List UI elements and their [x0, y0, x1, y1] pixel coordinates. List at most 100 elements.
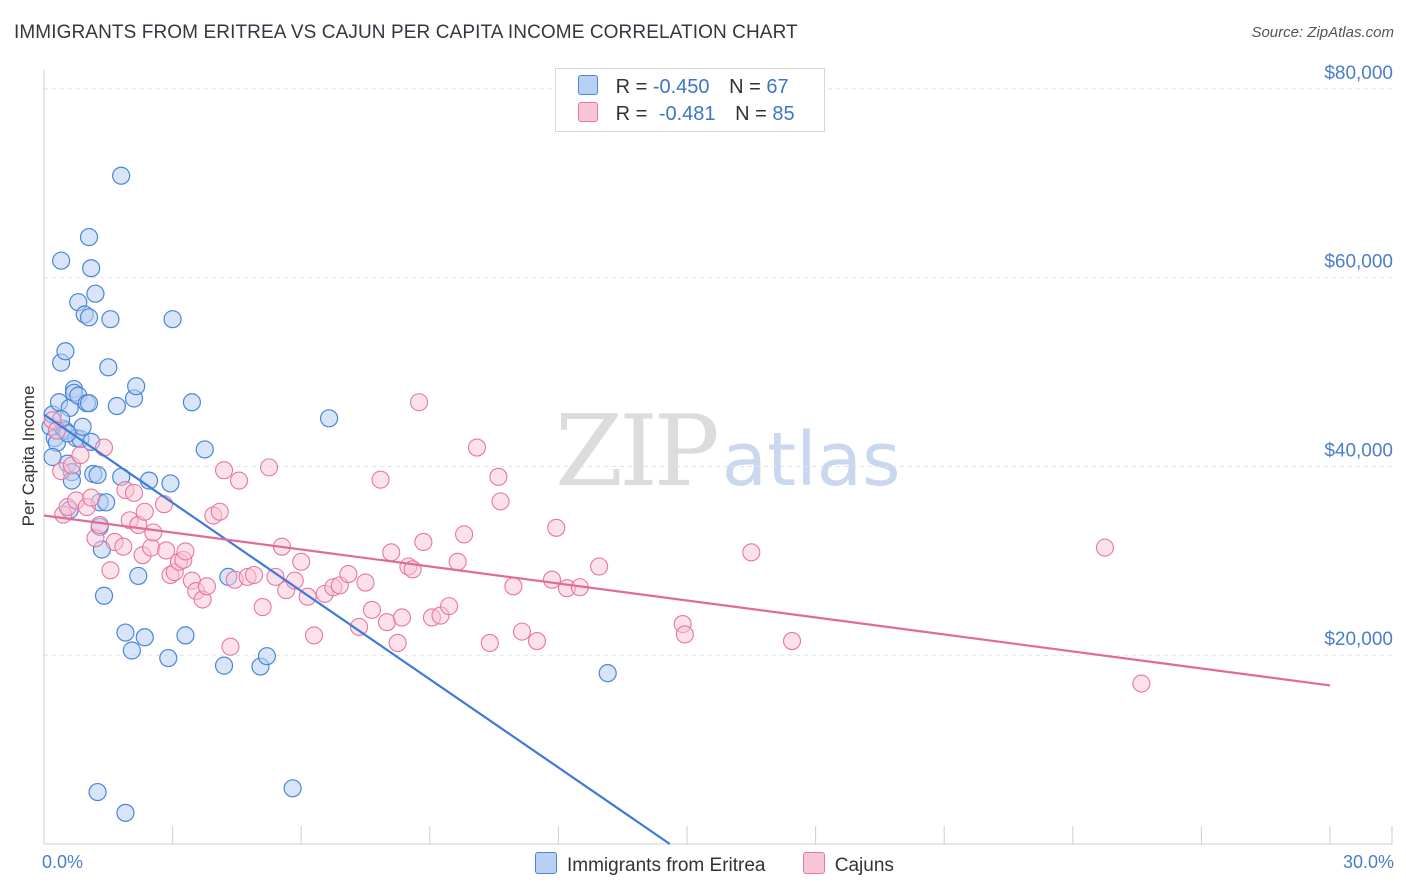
legend-r-label: R =	[615, 103, 648, 125]
legend-n-label: N =	[729, 76, 761, 98]
eritrea-point	[79, 308, 99, 327]
cajun-point	[266, 567, 285, 586]
eritrea-point	[73, 417, 92, 436]
legend-n-value: 85	[772, 103, 795, 125]
axis-layer	[43, 70, 1393, 845]
eritrea-point	[195, 440, 214, 459]
cajun-point	[377, 613, 396, 632]
legend-row-eritrea: R = -0.450 N = 67	[578, 75, 789, 101]
eritrea-point	[79, 227, 99, 247]
y-tick-label: $60,000	[1324, 252, 1393, 273]
cajun-point	[392, 608, 411, 627]
eritrea-point	[182, 393, 201, 412]
cajun-point	[371, 470, 390, 489]
cajun-point	[244, 565, 264, 585]
cajun-point	[214, 461, 234, 480]
eritrea-point	[214, 656, 234, 675]
eritrea-point	[129, 566, 148, 586]
cajun-point	[1095, 538, 1114, 557]
x-tick-label-min: 0.0%	[42, 852, 84, 872]
y-tick-label: $20,000	[1324, 629, 1393, 650]
chart-title: IMMIGRANTS FROM ERITREA VS CAJUN PER CAP…	[14, 22, 798, 43]
eritrea-point	[257, 647, 277, 666]
eritrea-point	[176, 626, 195, 645]
cajun-point	[305, 626, 324, 645]
bottom-legend-label: Cajuns	[834, 855, 894, 876]
cajun-trendline	[43, 514, 1331, 687]
legend-n-value: 67	[766, 76, 789, 98]
cajun-point	[221, 637, 240, 656]
eritrea-point	[88, 465, 107, 485]
eritrea-point	[94, 586, 114, 605]
eritrea-point	[127, 377, 146, 396]
cajun-point	[94, 438, 114, 457]
eritrea-point	[159, 648, 178, 668]
cajun-point	[71, 446, 90, 465]
y-tick-label: $80,000	[1324, 63, 1393, 84]
cajun-point	[114, 537, 133, 556]
legend-n-label: N =	[735, 103, 767, 125]
stats-legend: R = -0.450 N = 67 R = -0.481 N = 85	[555, 68, 825, 132]
eritrea-point	[86, 284, 105, 303]
bottom-legend: Immigrants from Eritrea Cajuns	[535, 852, 926, 877]
chart-source: Source: ZipAtlas.com	[1251, 24, 1394, 41]
cajun-point	[382, 543, 401, 562]
cajun-point	[142, 538, 161, 557]
cajun-point	[527, 632, 547, 651]
cajun-point	[339, 564, 358, 584]
eritrea-point	[43, 447, 62, 467]
cajun-point	[742, 543, 761, 562]
bottom-legend-swatch-cajun	[802, 852, 825, 874]
trendlines	[43, 413, 1331, 845]
watermark: ZIPatlas	[555, 395, 901, 509]
bottom-legend-cajun: Cajuns	[802, 852, 894, 877]
cajun-point	[356, 573, 375, 592]
eritrea-point	[116, 623, 135, 642]
eritrea-point	[283, 779, 302, 798]
cajun-point	[590, 557, 609, 576]
bottom-legend-label: Immigrants from Eritrea	[567, 855, 766, 876]
legend-r-label: R =	[615, 76, 648, 98]
cajun-point	[90, 515, 109, 535]
eritrea-point	[107, 396, 126, 416]
cajun-point	[467, 438, 487, 457]
cajun-point	[176, 542, 195, 561]
cajun-point	[448, 552, 467, 571]
legend-swatch-eritrea	[578, 75, 598, 95]
cajun-point	[259, 458, 279, 477]
eritrea-point	[319, 409, 339, 428]
bottom-legend-swatch-eritrea	[535, 852, 557, 874]
legend-r-value: -0.450	[652, 76, 710, 98]
cajun-point	[440, 597, 459, 616]
cajun-point	[101, 561, 120, 580]
cajun-point	[782, 632, 802, 651]
eritrea-point	[88, 782, 107, 802]
eritrea-point	[101, 310, 120, 329]
cajun-point	[455, 525, 474, 544]
eritrea-point	[135, 628, 154, 647]
cajun-point	[414, 532, 433, 552]
eritrea-point	[56, 342, 75, 361]
cajun-point	[144, 523, 163, 542]
y-tick-labels: $20,000 $40,000 $60,000 $80,000	[1324, 63, 1393, 650]
eritrea-point	[97, 493, 116, 512]
eritrea-point	[598, 664, 617, 683]
watermark-zip: ZIP	[555, 395, 720, 509]
cajun-point	[135, 502, 154, 521]
eritrea-point	[52, 251, 71, 270]
cajun-point	[1132, 674, 1151, 693]
series-eritrea-points	[41, 166, 617, 822]
cajun-point	[82, 488, 101, 507]
eritrea-point	[161, 474, 180, 493]
cajun-point	[154, 495, 174, 514]
series-cajun-points	[43, 393, 1151, 693]
cajun-point	[410, 393, 429, 412]
cajun-point	[362, 600, 381, 619]
cajun-point	[229, 471, 249, 490]
cajun-point	[491, 492, 510, 511]
watermark-atlas: atlas	[721, 417, 901, 503]
y-tick-label: $40,000	[1324, 440, 1393, 461]
cajun-point	[512, 622, 532, 641]
bottom-legend-eritrea: Immigrants from Eritrea	[535, 852, 765, 877]
